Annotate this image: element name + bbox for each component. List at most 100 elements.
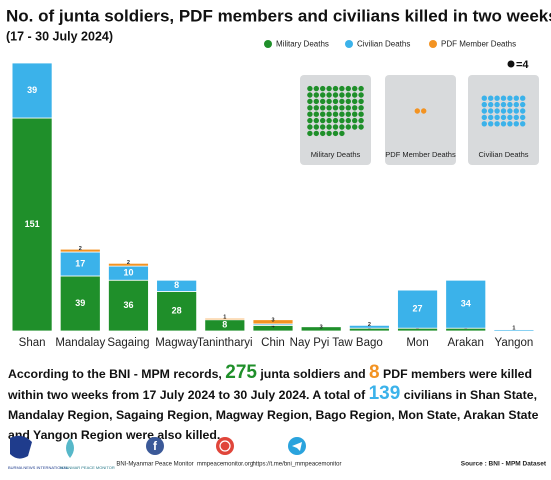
- legend-swatch: [264, 40, 272, 48]
- waffle-label: PDF Member Deaths: [385, 150, 456, 159]
- waffle-dot: [358, 98, 364, 105]
- waffle-dot: [332, 98, 339, 105]
- chart-subtitle: (17 - 30 July 2024): [6, 29, 113, 43]
- x-tick-label: Nay Pyi Taw: [290, 337, 354, 349]
- legend-swatch: [345, 40, 353, 48]
- x-tick-label: Chin: [261, 337, 285, 349]
- x-tick-label: Bago: [356, 337, 383, 349]
- waffle-dot: [500, 114, 507, 121]
- waffle-dot: [326, 98, 332, 105]
- icon-glyph: [292, 442, 302, 451]
- waffle-dot: [320, 117, 326, 124]
- x-tick-label: Arakan: [448, 337, 484, 349]
- data-label: 8: [174, 280, 179, 290]
- waffle-dot: [358, 117, 364, 124]
- waffle-dot: [507, 101, 513, 108]
- waffle-dot: [339, 124, 345, 130]
- waffle-dot: [488, 114, 494, 121]
- bar-segment: [156, 279, 198, 292]
- data-label: 2: [368, 322, 371, 328]
- data-label: 151: [25, 219, 40, 229]
- chart-title: No. of junta soldiers, PDF members and c…: [6, 6, 551, 25]
- waffle-dot: [352, 85, 358, 92]
- facebook-icon: [146, 437, 164, 455]
- bar-segment: [252, 319, 294, 325]
- waffle-dot: [358, 85, 364, 92]
- waffle-dot: [481, 108, 487, 114]
- waffle-dot: [339, 105, 345, 111]
- bar-segment: [397, 289, 438, 329]
- data-label: 3: [320, 324, 323, 330]
- x-tick-label: Mandalay: [55, 337, 105, 349]
- summary-text: PDF members were killed within two weeks…: [8, 367, 533, 402]
- waffle-dot: [307, 111, 313, 117]
- x-tick-label: Shan: [19, 337, 46, 349]
- waffle-dot: [352, 117, 358, 124]
- waffle-dot: [345, 117, 351, 124]
- waffle-dot: [345, 124, 351, 130]
- waffle-dot: [326, 111, 332, 117]
- waffle-dot: [500, 108, 507, 114]
- waffle-dot: [520, 121, 526, 127]
- waffle-dot: [358, 124, 364, 130]
- waffle-label: Military Deaths: [311, 150, 361, 159]
- waffle-dot: [494, 114, 500, 121]
- waffle-dot: [320, 85, 326, 92]
- waffle-dot: [494, 121, 500, 127]
- waffle-box: [385, 75, 456, 165]
- waffle-dot: [500, 95, 507, 101]
- summary-number: 139: [368, 383, 401, 404]
- waffle-dot: [339, 98, 345, 105]
- waffle-dot: [494, 108, 500, 114]
- waffle-dot: [313, 117, 319, 124]
- bar-segment: [11, 62, 53, 119]
- waffle-label: Civilian Deaths: [478, 150, 528, 159]
- mpm-logo: [66, 438, 74, 458]
- waffle-dot: [326, 85, 332, 92]
- waffle-dot: [520, 108, 526, 114]
- waffle-dot: [326, 124, 332, 130]
- waffle-dot: [313, 111, 319, 117]
- bar-segment: [59, 248, 101, 253]
- waffle-dot: [320, 130, 326, 137]
- legend-label: PDF Member Deaths: [441, 40, 516, 49]
- waffle-dot: [345, 92, 351, 98]
- waffle-dot: [332, 124, 339, 130]
- data-label: 8: [222, 320, 227, 330]
- waffle-dot: [326, 92, 332, 98]
- waffle-dot: [320, 111, 326, 117]
- waffle-dot: [481, 114, 487, 121]
- waffle-dot: [520, 101, 526, 108]
- waffle-dot: [313, 105, 319, 111]
- waffle-dot: [352, 111, 358, 117]
- waffle-dot: [332, 92, 339, 98]
- data-label: 1: [512, 326, 515, 332]
- data-label: 2: [79, 246, 82, 252]
- waffle-dot: [494, 101, 500, 108]
- waffle-dot: [513, 114, 519, 121]
- waffle-dot: [332, 85, 339, 92]
- waffle-dot: [313, 124, 319, 130]
- legend-label: Civilian Deaths: [357, 40, 410, 49]
- data-label: 4: [271, 324, 275, 330]
- waffle-dot: [488, 101, 494, 108]
- waffle-dot: [345, 105, 351, 111]
- waffle-dot: [513, 101, 519, 108]
- waffle-dot: [320, 98, 326, 105]
- summary-text: civilians in Shan State, Mandalay Region…: [8, 388, 539, 442]
- waffle-dot: [488, 121, 494, 127]
- data-label: 10: [123, 268, 133, 278]
- waffle-dot: [520, 114, 526, 121]
- waffle-dot: [320, 92, 326, 98]
- waffle-dot: [326, 105, 332, 111]
- waffle-dot: [481, 95, 487, 101]
- waffle-dot: [358, 105, 364, 111]
- summary-text: According to the BNI - MPM records,: [8, 367, 226, 381]
- waffle-dot: [320, 124, 326, 130]
- web-icon: [216, 437, 234, 455]
- bar-segment: [445, 279, 487, 329]
- x-tick-label: Magway: [155, 337, 198, 349]
- waffle-dot: [513, 108, 519, 114]
- bar-segment: [493, 329, 535, 332]
